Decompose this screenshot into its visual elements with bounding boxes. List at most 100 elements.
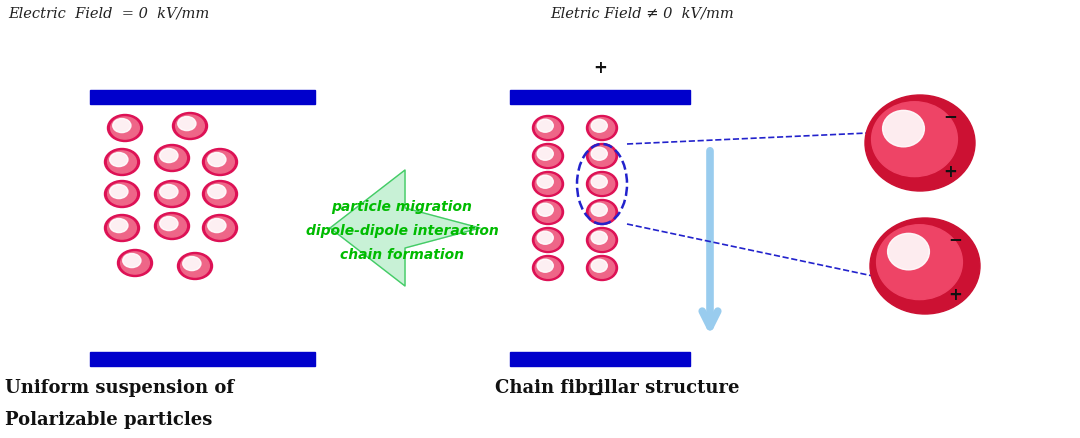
- Ellipse shape: [865, 96, 975, 191]
- Ellipse shape: [532, 172, 564, 197]
- Ellipse shape: [154, 213, 189, 240]
- Ellipse shape: [537, 204, 553, 217]
- Ellipse shape: [590, 202, 615, 223]
- Ellipse shape: [108, 115, 143, 142]
- Ellipse shape: [870, 219, 980, 314]
- Bar: [90, 91, 315, 105]
- Ellipse shape: [532, 256, 564, 281]
- Bar: [90, 91, 315, 366]
- Ellipse shape: [532, 116, 564, 141]
- Ellipse shape: [537, 260, 553, 272]
- Ellipse shape: [112, 119, 131, 133]
- Text: chain formation: chain formation: [340, 247, 464, 261]
- Ellipse shape: [591, 204, 607, 217]
- Ellipse shape: [586, 256, 618, 281]
- Text: +: +: [943, 162, 957, 180]
- Ellipse shape: [586, 200, 618, 225]
- Ellipse shape: [105, 181, 139, 208]
- Ellipse shape: [590, 258, 615, 279]
- Ellipse shape: [590, 119, 615, 139]
- Ellipse shape: [110, 153, 127, 167]
- Ellipse shape: [590, 230, 615, 251]
- Text: +: +: [948, 285, 962, 303]
- Text: Polarizable particles: Polarizable particles: [5, 410, 213, 428]
- Polygon shape: [330, 171, 480, 286]
- Ellipse shape: [207, 185, 226, 199]
- Ellipse shape: [591, 232, 607, 245]
- Ellipse shape: [877, 225, 962, 300]
- Ellipse shape: [536, 174, 561, 195]
- Text: +: +: [593, 59, 607, 77]
- Ellipse shape: [536, 119, 561, 139]
- Ellipse shape: [160, 217, 178, 231]
- Text: Chain fibrillar structure: Chain fibrillar structure: [495, 378, 740, 396]
- Ellipse shape: [178, 117, 195, 131]
- Text: −: −: [588, 385, 603, 403]
- Text: −: −: [943, 107, 957, 125]
- Ellipse shape: [532, 228, 564, 253]
- Ellipse shape: [537, 176, 553, 189]
- Ellipse shape: [536, 146, 561, 167]
- Ellipse shape: [537, 148, 553, 161]
- Ellipse shape: [532, 144, 564, 169]
- Ellipse shape: [158, 148, 187, 170]
- Ellipse shape: [591, 148, 607, 161]
- Bar: [510, 91, 690, 105]
- Ellipse shape: [536, 230, 561, 251]
- Bar: [90, 352, 315, 366]
- Ellipse shape: [586, 172, 618, 197]
- Ellipse shape: [154, 181, 189, 208]
- Text: Electric  Field  = 0  kV/mm: Electric Field = 0 kV/mm: [8, 7, 210, 21]
- Ellipse shape: [207, 219, 226, 233]
- Ellipse shape: [203, 181, 238, 208]
- Ellipse shape: [537, 120, 553, 133]
- Ellipse shape: [110, 185, 127, 199]
- Text: dipole-dipole interaction: dipole-dipole interaction: [306, 223, 498, 237]
- Bar: [510, 91, 690, 366]
- Ellipse shape: [536, 258, 561, 279]
- Ellipse shape: [160, 185, 178, 199]
- Ellipse shape: [590, 146, 615, 167]
- Ellipse shape: [586, 228, 618, 253]
- Ellipse shape: [180, 255, 210, 277]
- Ellipse shape: [537, 232, 553, 245]
- Ellipse shape: [586, 144, 618, 169]
- Ellipse shape: [154, 145, 189, 172]
- Ellipse shape: [105, 215, 139, 242]
- Ellipse shape: [586, 116, 618, 141]
- Ellipse shape: [203, 149, 238, 176]
- Text: −: −: [948, 230, 962, 247]
- Ellipse shape: [108, 152, 136, 174]
- Ellipse shape: [205, 217, 234, 240]
- Ellipse shape: [177, 253, 213, 280]
- Ellipse shape: [532, 200, 564, 225]
- Ellipse shape: [123, 254, 141, 268]
- Text: Uniform suspension of: Uniform suspension of: [5, 378, 234, 396]
- Ellipse shape: [176, 116, 204, 138]
- Ellipse shape: [183, 257, 201, 271]
- Ellipse shape: [591, 176, 607, 189]
- Ellipse shape: [205, 152, 234, 174]
- Ellipse shape: [203, 215, 238, 242]
- Ellipse shape: [108, 217, 136, 240]
- Ellipse shape: [888, 234, 930, 270]
- Ellipse shape: [591, 120, 607, 133]
- Ellipse shape: [158, 215, 187, 237]
- Ellipse shape: [591, 260, 607, 272]
- Ellipse shape: [205, 184, 234, 205]
- Ellipse shape: [207, 153, 226, 167]
- Ellipse shape: [882, 111, 924, 148]
- Ellipse shape: [536, 202, 561, 223]
- Ellipse shape: [160, 149, 178, 163]
- Text: Eletric Field ≠ 0  kV/mm: Eletric Field ≠ 0 kV/mm: [550, 7, 733, 21]
- Ellipse shape: [872, 102, 957, 177]
- Ellipse shape: [590, 174, 615, 195]
- Ellipse shape: [121, 252, 149, 275]
- Bar: [510, 352, 690, 366]
- Ellipse shape: [173, 113, 207, 140]
- Ellipse shape: [105, 149, 139, 176]
- Ellipse shape: [108, 184, 136, 205]
- Text: particle migration: particle migration: [332, 200, 472, 213]
- Ellipse shape: [110, 219, 127, 233]
- Ellipse shape: [110, 118, 139, 140]
